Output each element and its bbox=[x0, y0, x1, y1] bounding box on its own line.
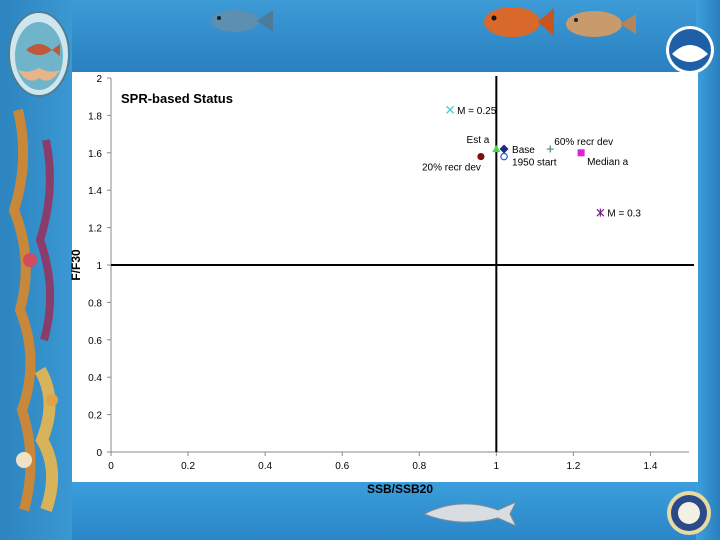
x-tick-label: 0 bbox=[108, 461, 114, 472]
y-tick-label: 1.8 bbox=[88, 111, 102, 122]
noaa-logo bbox=[666, 26, 714, 74]
star-marker bbox=[596, 208, 605, 217]
x-tick-label: 0.2 bbox=[181, 461, 195, 472]
y-tick-label: 2 bbox=[96, 74, 102, 85]
x-tick-label: 1.2 bbox=[566, 461, 580, 472]
data-point-label: 20% recr dev bbox=[422, 163, 481, 174]
square-marker bbox=[577, 149, 585, 157]
y-tick-label: 0 bbox=[96, 448, 102, 459]
y-tick-label: 0.6 bbox=[88, 336, 102, 347]
data-point: 60% recr dev bbox=[546, 137, 613, 153]
flounder-illustration bbox=[566, 11, 636, 37]
data-point: Est a bbox=[467, 135, 501, 153]
data-point-label: 60% recr dev bbox=[554, 137, 613, 148]
open-circle-marker bbox=[500, 152, 508, 161]
plus-marker bbox=[546, 145, 554, 153]
data-point: M = 0.3 bbox=[596, 208, 641, 220]
data-point: M = 0.25 bbox=[446, 105, 497, 117]
diamond-marker bbox=[499, 144, 509, 154]
circle-marker bbox=[477, 152, 485, 161]
y-tick-label: 0.2 bbox=[88, 411, 102, 422]
data-point: 20% recr dev bbox=[422, 152, 485, 174]
y-tick-label: 0.8 bbox=[88, 298, 102, 309]
x-marker bbox=[446, 105, 455, 114]
department-of-commerce-seal bbox=[667, 491, 711, 535]
y-tick-label: 1 bbox=[96, 261, 102, 272]
x-tick-label: 1.4 bbox=[644, 461, 658, 472]
y-axis-label: F/F30 bbox=[69, 249, 83, 281]
x-tick-label: 0.8 bbox=[412, 461, 426, 472]
plot-panel bbox=[72, 72, 698, 482]
y-tick-label: 1.4 bbox=[88, 186, 102, 197]
x-tick-label: 0.6 bbox=[335, 461, 349, 472]
triangle-marker bbox=[492, 145, 501, 153]
data-point-label: Est a bbox=[467, 135, 490, 146]
y-tick-label: 0.4 bbox=[88, 373, 102, 384]
right-frame bbox=[696, 0, 720, 540]
x-tick-label: 0.4 bbox=[258, 461, 272, 472]
data-point-label: Base bbox=[512, 145, 535, 156]
data-point-label: M = 0.3 bbox=[607, 209, 641, 220]
data-point-label: M = 0.25 bbox=[457, 106, 497, 117]
fish-illustration-blue bbox=[211, 10, 273, 32]
y-tick-label: 1.6 bbox=[88, 149, 102, 160]
x-axis-label: SSB/SSB20 bbox=[367, 482, 433, 496]
coral-reef-illustration bbox=[8, 108, 59, 512]
chart-title: SPR-based Status bbox=[121, 91, 233, 106]
data-point-label: 1950 start bbox=[512, 158, 557, 169]
hands-holding-fish-logo bbox=[8, 11, 70, 97]
x-tick-label: 1 bbox=[494, 461, 500, 472]
y-tick-label: 1.2 bbox=[88, 224, 102, 235]
dolphin-illustration bbox=[422, 500, 518, 528]
bottom-frame bbox=[0, 480, 720, 540]
fish-illustration-red bbox=[484, 7, 554, 37]
data-point-label: Median a bbox=[587, 157, 629, 168]
data-point: Median a bbox=[577, 149, 629, 168]
data-point: Base bbox=[499, 144, 535, 156]
data-point: 1950 start bbox=[500, 152, 557, 169]
